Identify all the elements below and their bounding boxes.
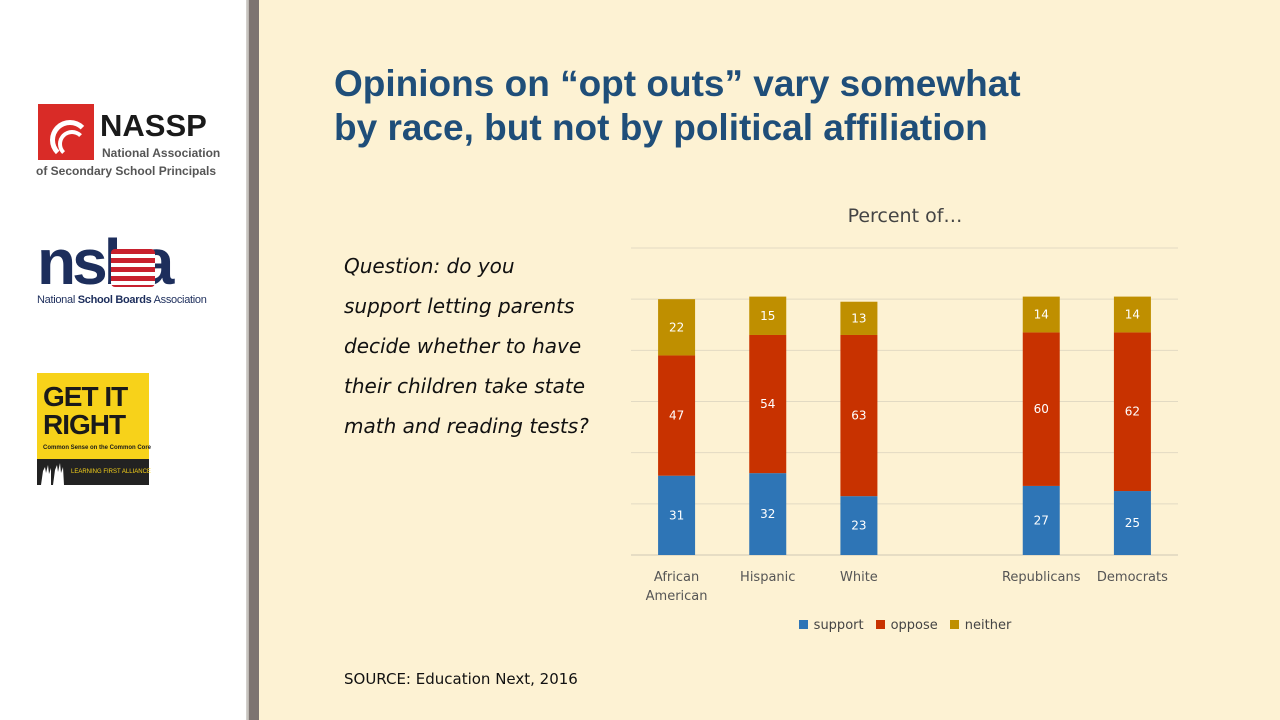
- data-label-neither: 14: [1034, 308, 1049, 322]
- data-label-support: 32: [760, 507, 775, 521]
- legend-item-neither: neither: [949, 618, 1012, 633]
- category-label: American: [646, 589, 708, 604]
- data-label-support: 27: [1034, 513, 1049, 527]
- slide-title-line1: Opinions on “opt outs” vary somewhat: [334, 63, 1021, 104]
- legend-label: support: [813, 618, 864, 633]
- bar-oppose: [840, 334, 878, 497]
- nassp-logo: NASSP National Association of Secondary …: [36, 102, 236, 182]
- source-note: SOURCE: Education Next, 2016: [344, 670, 578, 688]
- data-label-neither: 13: [851, 311, 866, 325]
- data-label-oppose: 62: [1125, 405, 1140, 419]
- data-label-oppose: 54: [760, 397, 775, 411]
- stacked-bar-chart: Percent of… 31 47 22 African American 32 54 15 H…: [600, 195, 1210, 655]
- legend-swatch: [875, 620, 885, 629]
- nsba-logo: nsba National School Boards Association: [37, 227, 207, 312]
- bar-support: [1022, 485, 1060, 555]
- data-label-neither: 22: [669, 320, 684, 334]
- bar-oppose: [1113, 332, 1151, 492]
- data-label-oppose: 63: [851, 409, 866, 423]
- bar-neither: [1022, 296, 1060, 333]
- nassp-logo-line2: of Secondary School Principals: [36, 164, 217, 178]
- vertical-divider: [249, 0, 259, 720]
- chart-plot: 31 47 22 African American 32 54 15 Hispanic 23 63 1…: [631, 247, 1178, 604]
- bar-oppose: [749, 334, 787, 474]
- data-label-oppose: 47: [669, 409, 684, 423]
- get-it-right-footer: LEARNING FIRST ALLIANCE: [37, 459, 151, 485]
- bar-support: [840, 496, 878, 555]
- slide-title: Opinions on “opt outs” vary somewhat by …: [334, 62, 1234, 150]
- data-label-neither: 15: [760, 309, 775, 323]
- legend-swatch: [798, 620, 808, 629]
- get-it-right-logo: GET IT RIGHT Common Sense on the Common C…: [37, 373, 152, 485]
- category-label: Republicans: [1002, 570, 1081, 585]
- nsba-flag-icon: [111, 249, 155, 287]
- nsba-logo-subtitle: National School Boards Association: [37, 294, 207, 306]
- bar-support: [1113, 491, 1151, 555]
- slide-title-line2: by race, but not by political affiliatio…: [334, 107, 988, 148]
- legend-label: neither: [964, 618, 1012, 633]
- data-label-support: 25: [1125, 516, 1140, 530]
- data-label-support: 31: [669, 508, 684, 522]
- legend-item-support: support: [798, 618, 864, 633]
- data-label-neither: 14: [1125, 308, 1140, 322]
- divider-shadow: [246, 0, 249, 720]
- get-it-right-title: GET IT RIGHT: [43, 381, 128, 440]
- logo-sidebar: NASSP National Association of Secondary …: [0, 0, 246, 720]
- survey-question: Question: do you support letting parents…: [344, 254, 589, 438]
- chart-title: Percent of…: [847, 205, 963, 227]
- legend-item-oppose: oppose: [875, 618, 938, 633]
- legend-swatch: [949, 620, 959, 629]
- category-label: African: [654, 570, 699, 585]
- bar-oppose: [658, 355, 696, 476]
- data-label-oppose: 60: [1034, 402, 1049, 416]
- category-label: Democrats: [1097, 570, 1168, 585]
- nassp-mark-icon: [38, 104, 94, 160]
- nassp-logo-line1: National Association: [102, 146, 221, 160]
- raised-hands-icon: [41, 463, 64, 485]
- bar-support: [658, 475, 696, 555]
- category-label: Hispanic: [740, 570, 795, 585]
- nassp-logo-name: NASSP: [100, 108, 207, 143]
- get-it-right-footer-text: LEARNING FIRST ALLIANCE: [71, 469, 151, 475]
- legend-label: oppose: [890, 618, 938, 633]
- bar-neither: [749, 296, 787, 335]
- bar-neither: [840, 301, 878, 335]
- bar-oppose: [1022, 332, 1060, 486]
- category-label: White: [840, 570, 878, 585]
- get-it-right-subtitle: Common Sense on the Common Core: [43, 445, 152, 451]
- bar-support: [749, 473, 787, 555]
- bar-neither: [658, 299, 696, 356]
- bar-neither: [1113, 296, 1151, 333]
- chart-legend: support oppose neither: [600, 618, 1210, 633]
- data-label-support: 23: [851, 519, 866, 533]
